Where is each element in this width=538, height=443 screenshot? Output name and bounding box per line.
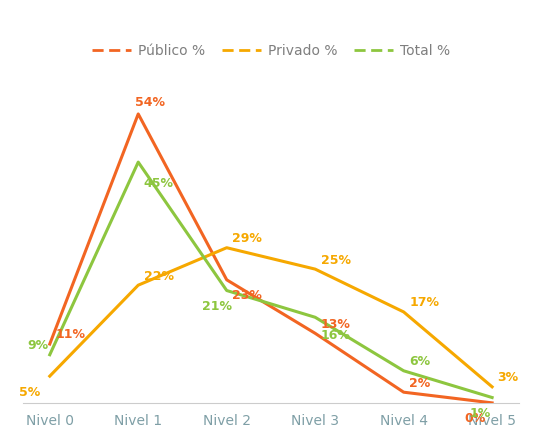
Text: 29%: 29% — [232, 232, 262, 245]
Text: 23%: 23% — [232, 289, 262, 302]
Text: 2%: 2% — [409, 377, 430, 390]
Text: 16%: 16% — [321, 330, 351, 342]
Text: 25%: 25% — [321, 253, 351, 267]
Text: 3%: 3% — [498, 371, 519, 384]
Text: 0%: 0% — [464, 412, 486, 425]
Text: 6%: 6% — [409, 355, 430, 368]
Text: 1%: 1% — [470, 407, 491, 420]
Text: 22%: 22% — [144, 270, 174, 283]
Text: 21%: 21% — [202, 300, 232, 313]
Text: 54%: 54% — [136, 96, 166, 109]
Text: 5%: 5% — [19, 385, 40, 399]
Text: 17%: 17% — [409, 296, 439, 309]
Text: 45%: 45% — [144, 177, 174, 190]
Text: 13%: 13% — [321, 318, 351, 331]
Text: 9%: 9% — [27, 339, 48, 352]
Legend: Público %, Privado %, Total %: Público %, Privado %, Total % — [87, 38, 455, 63]
Text: 11%: 11% — [55, 328, 86, 342]
